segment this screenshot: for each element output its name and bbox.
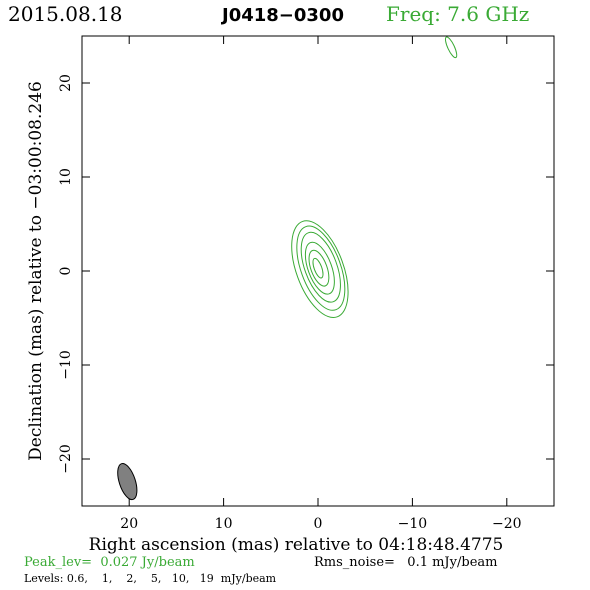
- plot-frame: [81, 35, 555, 507]
- contour-level-10: [308, 249, 330, 287]
- y-tick-label: 20: [58, 74, 74, 92]
- contour-level-5: [304, 241, 335, 295]
- y-tick-label: 10: [58, 168, 74, 186]
- y-tick-label: 0: [58, 267, 74, 276]
- contour-level-19: [312, 257, 324, 279]
- axis-ticks: [82, 36, 554, 506]
- y-tick-label: −20: [58, 444, 74, 474]
- contour-level-0_6: [291, 220, 349, 318]
- observation-date: 2015.08.18: [8, 2, 123, 26]
- x-axis-label: Right ascension (mas) relative to 04:18:…: [89, 535, 504, 555]
- contour-levels: Levels: 0.6, 1, 2, 5, 10, 19 mJy/beam: [24, 572, 277, 585]
- y-tick-label: −10: [58, 350, 74, 380]
- y-tick-labels: −20 −10 0 10 20: [58, 74, 74, 474]
- x-tick-label: 20: [120, 516, 138, 532]
- frequency-label: Freq: 7.6 GHz: [386, 2, 529, 26]
- x-tick-label: 10: [215, 516, 233, 532]
- x-tick-labels: 20 10 0 −10 −20: [120, 516, 521, 532]
- contour-level-2: [300, 231, 341, 303]
- rms-noise: Rms_noise= 0.1 mJy/beam: [314, 555, 497, 570]
- x-tick-label: 0: [314, 516, 323, 532]
- y-axis-label: Declination (mas) relative to −03:00:08.…: [26, 81, 46, 461]
- x-tick-label: −10: [398, 516, 428, 532]
- source-name: J0418−0300: [220, 5, 344, 26]
- contour-level-1: [296, 225, 346, 311]
- beam-ellipse-group: [117, 463, 138, 501]
- contour-level-0_6: [444, 36, 458, 59]
- x-tick-label: −20: [492, 516, 522, 532]
- peak-level: Peak_lev= 0.027 Jy/beam: [24, 555, 195, 570]
- beam-ellipse: [117, 463, 138, 501]
- contour-lines: [291, 36, 458, 318]
